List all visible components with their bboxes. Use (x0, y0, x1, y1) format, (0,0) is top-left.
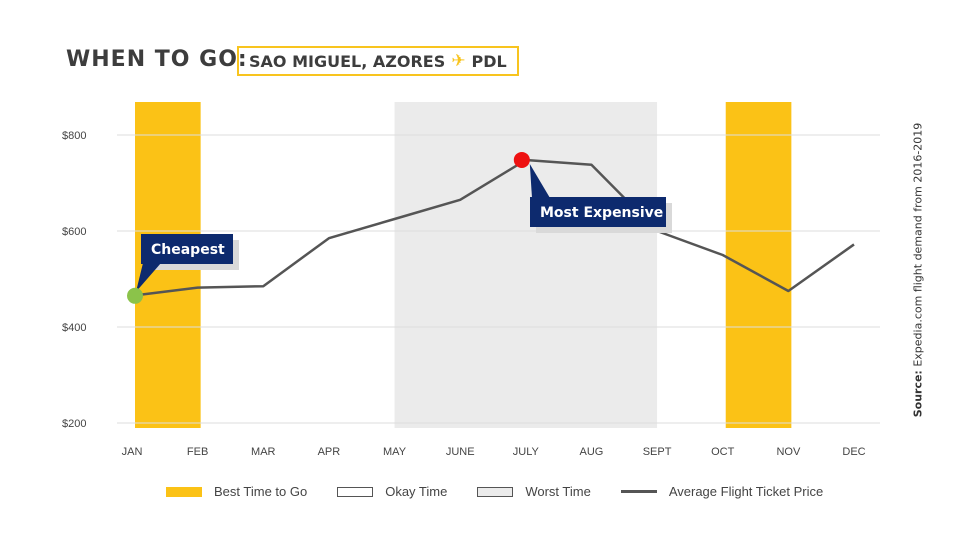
destination-name: SAO MIGUEL, AZORES (249, 51, 446, 71)
legend-label-worst: Worst Time (525, 484, 591, 499)
legend-item-line: Average Flight Ticket Price (620, 484, 824, 499)
callout-most-expensive-label: Most Expensive (540, 205, 663, 221)
legend-label-best: Best Time to Go (214, 484, 308, 499)
legend-item-worst: Worst Time (477, 484, 591, 499)
legend-swatch-best (166, 486, 202, 497)
legend-label-okay: Okay Time (385, 484, 448, 499)
best-time-band-2 (725, 102, 792, 428)
worst-time-band-1 (394, 102, 658, 428)
series-line-average-price (131, 158, 855, 298)
callout-cheapest-label: Cheapest (151, 242, 225, 258)
legend-item-okay: Okay Time (337, 484, 447, 499)
x-tick-label: JUNE (446, 446, 475, 458)
legend-swatch-line (620, 490, 657, 493)
y-tick-label: $400 (62, 322, 86, 334)
callout-most-expensive-pointer (529, 163, 550, 198)
source-note: Source: Expedia.com flight demand from 2… (912, 123, 925, 418)
source-text: Expedia.com flight demand from 2016-2019 (911, 122, 925, 367)
x-tick-label: JAN (122, 446, 143, 458)
chart-legend: Best Time to Go Okay Time Worst Time Ave… (166, 484, 823, 499)
callout-cheapest-pointer (136, 263, 161, 292)
callout-most-expensive-box (530, 197, 666, 227)
x-tick-label: FEB (187, 446, 208, 458)
legend-swatch-okay (337, 486, 374, 497)
x-tick-label: DEC (842, 446, 865, 458)
y-tick-label: $600 (62, 226, 86, 238)
most-expensive-marker (513, 151, 530, 168)
x-tick-label: OCT (711, 446, 735, 458)
legend-label-line: Average Flight Ticket Price (668, 484, 824, 499)
source-label: Source: (911, 370, 925, 418)
airport-code: PDL (471, 51, 507, 71)
y-tick-label: $200 (62, 418, 86, 430)
x-tick-label: JULY (513, 446, 540, 458)
x-tick-label: MAR (251, 446, 276, 458)
x-tick-label: NOV (776, 446, 801, 458)
y-tick-label: $800 (62, 130, 86, 142)
airplane-icon: ✈ (451, 51, 466, 71)
x-tick-label: AUG (580, 446, 604, 458)
destination-label: SAO MIGUEL, AZORES ✈ PDL (237, 46, 519, 76)
x-tick-label: MAY (383, 446, 407, 458)
legend-item-best: Best Time to Go (166, 484, 307, 499)
legend-swatch-worst (477, 486, 514, 497)
cheapest-marker (127, 287, 143, 304)
page-title: WHEN TO GO: (66, 47, 248, 72)
x-tick-label: SEPT (643, 446, 672, 458)
x-tick-label: APR (318, 446, 341, 458)
callout-cheapest-box (141, 234, 233, 264)
